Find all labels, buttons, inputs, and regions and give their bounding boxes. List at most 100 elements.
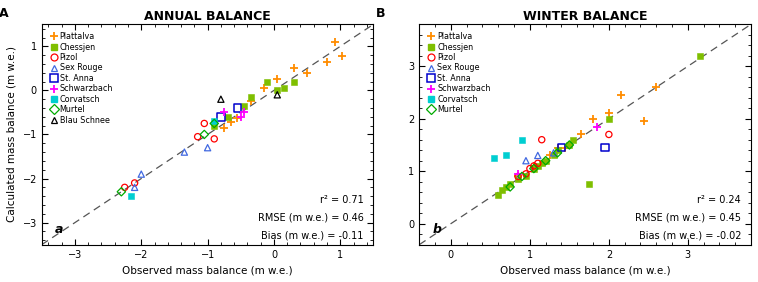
Point xyxy=(199,132,211,137)
Point xyxy=(540,158,552,163)
Point xyxy=(115,190,127,194)
Point xyxy=(540,158,552,163)
Point xyxy=(488,156,500,160)
Point xyxy=(192,135,204,139)
Point xyxy=(135,172,147,176)
Point xyxy=(528,164,540,168)
Text: RMSE (m w.e.) = 0.45: RMSE (m w.e.) = 0.45 xyxy=(635,213,741,222)
Point xyxy=(221,114,233,119)
Point xyxy=(536,161,548,166)
Point xyxy=(563,143,575,147)
Point xyxy=(215,97,227,102)
Text: Bias (m w.e.) = -0.02: Bias (m w.e.) = -0.02 xyxy=(638,230,741,240)
Point xyxy=(178,150,190,154)
Point xyxy=(235,114,247,119)
Point xyxy=(520,158,532,163)
Point xyxy=(199,121,211,126)
Point xyxy=(520,174,532,179)
Point xyxy=(603,116,615,121)
Point xyxy=(615,93,627,97)
Point xyxy=(500,153,512,158)
Point xyxy=(202,146,214,150)
Point xyxy=(563,143,575,147)
Text: Bias (m w.e.) = -0.11: Bias (m w.e.) = -0.11 xyxy=(262,230,364,240)
Title: ANNUAL BALANCE: ANNUAL BALANCE xyxy=(144,10,271,23)
Point xyxy=(591,124,603,129)
Point xyxy=(512,174,524,179)
Point xyxy=(543,153,556,158)
Point xyxy=(215,114,227,119)
X-axis label: Observed mass balance (m w.e.): Observed mass balance (m w.e.) xyxy=(500,265,671,275)
Point xyxy=(552,148,564,153)
Text: A: A xyxy=(0,7,8,20)
Point xyxy=(638,119,650,124)
Point xyxy=(587,116,599,121)
Text: B: B xyxy=(376,7,386,20)
Point xyxy=(301,70,313,75)
Point xyxy=(288,79,300,84)
Point xyxy=(271,92,283,97)
Point xyxy=(531,153,543,158)
Point xyxy=(271,77,283,81)
Point xyxy=(278,86,290,91)
Point xyxy=(208,136,221,141)
Point xyxy=(336,54,348,58)
Point xyxy=(504,182,516,187)
Text: b: b xyxy=(433,223,442,236)
Point xyxy=(583,182,595,187)
Point xyxy=(118,185,130,190)
Point xyxy=(694,54,706,58)
Point xyxy=(245,95,257,99)
Point xyxy=(329,40,341,44)
Point xyxy=(599,145,611,150)
Point xyxy=(520,171,532,176)
Point xyxy=(262,79,274,84)
Point xyxy=(575,132,587,137)
Point xyxy=(231,115,243,120)
Point xyxy=(524,166,536,171)
Point xyxy=(288,66,300,70)
Point xyxy=(492,193,504,197)
Y-axis label: Calculated mass balance (m w.e.): Calculated mass balance (m w.e.) xyxy=(7,47,17,222)
Point xyxy=(563,143,575,147)
Point xyxy=(225,120,237,124)
Point xyxy=(567,137,579,142)
Point xyxy=(552,151,564,155)
Point xyxy=(547,151,559,155)
X-axis label: Observed mass balance (m w.e.): Observed mass balance (m w.e.) xyxy=(122,265,293,275)
Point xyxy=(321,60,333,64)
Point xyxy=(231,106,243,110)
Point xyxy=(129,181,141,185)
Text: r² = 0.24: r² = 0.24 xyxy=(697,195,741,205)
Point xyxy=(516,174,528,179)
Point xyxy=(258,86,270,91)
Point xyxy=(208,124,221,128)
Point xyxy=(516,137,528,142)
Point xyxy=(528,166,540,171)
Point xyxy=(125,194,137,199)
Title: WINTER BALANCE: WINTER BALANCE xyxy=(523,10,647,23)
Point xyxy=(512,174,524,179)
Point xyxy=(536,137,548,142)
Point xyxy=(603,132,615,137)
Point xyxy=(512,177,524,181)
Point xyxy=(552,145,564,150)
Point xyxy=(512,171,524,176)
Point xyxy=(504,185,516,189)
Point xyxy=(559,145,572,150)
Point xyxy=(208,119,221,124)
Point xyxy=(238,103,250,108)
Point xyxy=(496,187,509,192)
Text: RMSE (m w.e.) = 0.46: RMSE (m w.e.) = 0.46 xyxy=(258,213,364,222)
Point xyxy=(556,145,568,150)
Legend: Plattalva, Chessjen, Pizol, Sex Rouge, St. Anna, Schwarzbach, Corvatsch, Murtel: Plattalva, Chessjen, Pizol, Sex Rouge, S… xyxy=(427,30,492,116)
Point xyxy=(271,88,283,93)
Point xyxy=(650,85,662,89)
Point xyxy=(208,121,221,126)
Point xyxy=(547,153,559,158)
Point xyxy=(245,99,257,104)
Point xyxy=(528,164,540,168)
Text: r² = 0.71: r² = 0.71 xyxy=(320,195,364,205)
Point xyxy=(528,166,540,171)
Point xyxy=(603,111,615,116)
